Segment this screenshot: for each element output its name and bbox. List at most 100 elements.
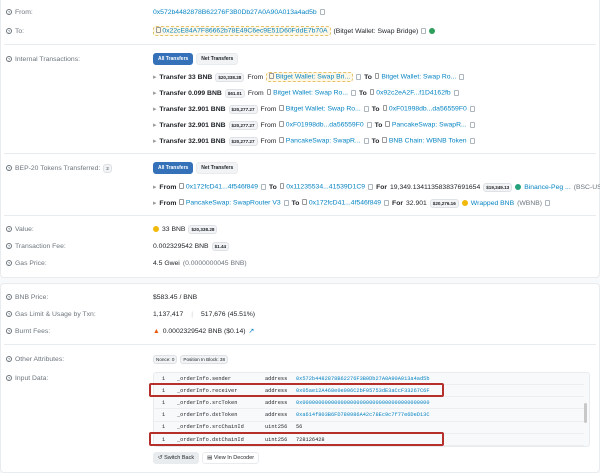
expand-icon[interactable]: ▸ [153, 74, 157, 81]
gas-price-value: 4.5 Gwei [153, 259, 180, 267]
to-word: To [364, 73, 372, 81]
token-symbol: (WBNB) [517, 199, 543, 207]
copy-icon[interactable] [545, 200, 551, 206]
switch-back-button[interactable]: ↺ Switch Back [153, 452, 200, 464]
token-link[interactable]: Binance-Peg ... [524, 183, 571, 191]
to-link[interactable]: BNB Chain: WBNB Token [382, 137, 467, 145]
from-link[interactable]: Bitget Wallet: Swap Ro... [266, 89, 348, 97]
token-link[interactable]: Wrapped BNB [470, 199, 515, 207]
param-type: address [265, 399, 288, 406]
from-address: 0x172fcD41...4f546f849 [185, 183, 258, 191]
info-icon: ? [6, 328, 12, 334]
from-word: From [159, 199, 177, 207]
separator: | [191, 310, 194, 318]
to-address: Bitget Wallet: Swap Ro... [381, 73, 457, 81]
to-address-link[interactable]: 0x22cE84A7F86662b78E49C6ec9E51D60FddE7b7… [153, 26, 331, 36]
position-badge: Position In Block: 38 [180, 354, 229, 364]
contract-icon [156, 27, 161, 33]
tab-net-transfers[interactable]: Net Transfers [196, 53, 239, 65]
copy-icon[interactable] [421, 28, 427, 34]
bep20-count-badge: 2 [103, 163, 112, 173]
transfer-amount: Transfer 0.099 BNB [159, 89, 222, 97]
tab-net-transfers[interactable]: Net Transfers [196, 162, 239, 174]
param-name: _orderInfo.srcToken [177, 399, 238, 406]
info-icon: ? [6, 311, 12, 317]
to-link[interactable]: PancakeSwap: SwapR... [385, 121, 467, 129]
tab-all-transfers[interactable]: All Transfers [153, 162, 194, 174]
expand-icon[interactable]: ▸ [153, 122, 157, 129]
copy-icon[interactable] [469, 138, 475, 144]
from-link[interactable]: 0xF01998db...da56559F0 [279, 121, 364, 129]
to-link[interactable]: 0xF01998db...da56559F0 [382, 105, 467, 113]
to-link[interactable]: 0x11235534...41539D1C9 [279, 183, 365, 191]
copy-icon[interactable] [356, 74, 362, 80]
param-index: 1 [162, 399, 166, 406]
copy-icon[interactable] [469, 122, 475, 128]
param-type: address [265, 375, 288, 382]
copy-icon[interactable] [283, 200, 289, 206]
contract-icon [179, 183, 184, 189]
divider [4, 215, 596, 216]
param-type: address [265, 387, 288, 394]
copy-icon[interactable] [319, 9, 325, 15]
copy-icon[interactable] [363, 138, 369, 144]
from-link[interactable]: Bitget Wallet: Swap Bri... [266, 72, 354, 82]
param-index: 1 [162, 412, 166, 419]
expand-icon[interactable]: ▸ [153, 184, 157, 191]
to-link[interactable]: Bitget Wallet: Swap Ro... [374, 73, 457, 81]
copy-icon[interactable] [469, 106, 475, 112]
transfer-amount: Transfer 32.901 BNB [159, 137, 226, 145]
external-link-icon[interactable]: ↗ [248, 328, 255, 335]
gas-price-label: Gas Price: [15, 259, 47, 267]
input-data-param-row: 1 _orderInfo.srcToken address 0x00000000000… [154, 397, 584, 410]
other-attributes-label: Other Attributes: [15, 355, 65, 363]
copy-icon[interactable] [453, 90, 459, 96]
contract-icon [279, 137, 284, 143]
for-word: For [376, 183, 388, 191]
copy-icon[interactable] [366, 122, 372, 128]
expand-icon[interactable]: ▸ [153, 200, 157, 207]
from-address: Bitget Wallet: Swap Ro... [285, 105, 361, 113]
divider [4, 153, 596, 154]
expand-icon[interactable]: ▸ [153, 90, 157, 97]
copy-icon[interactable] [368, 184, 374, 190]
contract-icon [369, 89, 375, 95]
from-link[interactable]: Bitget Wallet: Swap Ro... [279, 105, 361, 113]
to-address: 0x22cE84A7F86662b78E49C6ec9E51D60FddE7b7… [162, 27, 328, 35]
copy-icon[interactable] [459, 74, 465, 80]
from-row: ? From: 0x572b4482878B62276F3B0Db27A0A90A… [0, 5, 600, 19]
from-address-link[interactable]: 0x572b4482878B62276F3B0Db27A0A90A013a4ad… [153, 8, 317, 16]
to-address: 0x92c2eA2F...f1D4162fb [376, 89, 451, 97]
from-link[interactable]: PancakeSwap: SwapR... [279, 137, 361, 145]
expand-icon[interactable]: ▸ [153, 138, 157, 145]
to-label: To: [15, 27, 25, 35]
gas-usage-value: 517,676 (45.51%) [201, 310, 256, 318]
from-word: From [159, 183, 177, 191]
contract-icon [179, 199, 184, 205]
input-data-label: Input Data: [15, 374, 49, 382]
to-word: To [371, 137, 380, 145]
view-in-decoder-button[interactable]: ▤ View In Decoder [202, 452, 260, 464]
divider [4, 344, 596, 345]
usd-badge: $20,276.16 [429, 198, 459, 208]
to-address: BNB Chain: WBNB Token [388, 137, 467, 145]
scrollbar[interactable] [584, 403, 587, 423]
fire-icon: ▲ [153, 327, 160, 335]
copy-icon[interactable] [261, 184, 266, 190]
to-word: To [359, 89, 367, 97]
view-in-decoder-label: View In Decoder [213, 455, 255, 461]
param-name: _orderInfo.dstChainId [177, 436, 244, 443]
burnt-fees-label: Burnt Fees: [15, 327, 51, 335]
to-link[interactable]: 0x92c2eA2F...f1D4162fb [369, 89, 451, 97]
to-name: (Bitget Wallet: Swap Bridge) [333, 27, 419, 35]
copy-icon[interactable] [384, 200, 390, 206]
from-link[interactable]: 0x172fcD41...4f546f849 [179, 183, 258, 191]
input-data-table[interactable]: 1 _orderInfo.sender address 0x572b4482878B6… [153, 372, 590, 447]
to-link[interactable]: 0x172fcD41...4f546f849 [302, 199, 381, 207]
copy-icon[interactable] [363, 106, 369, 112]
tab-all-transfers[interactable]: All Transfers [153, 53, 194, 65]
info-icon: ? [6, 226, 12, 232]
expand-icon[interactable]: ▸ [153, 106, 157, 113]
from-link[interactable]: PancakeSwap: SwapRouter V3 [179, 199, 281, 207]
copy-icon[interactable] [351, 90, 356, 96]
